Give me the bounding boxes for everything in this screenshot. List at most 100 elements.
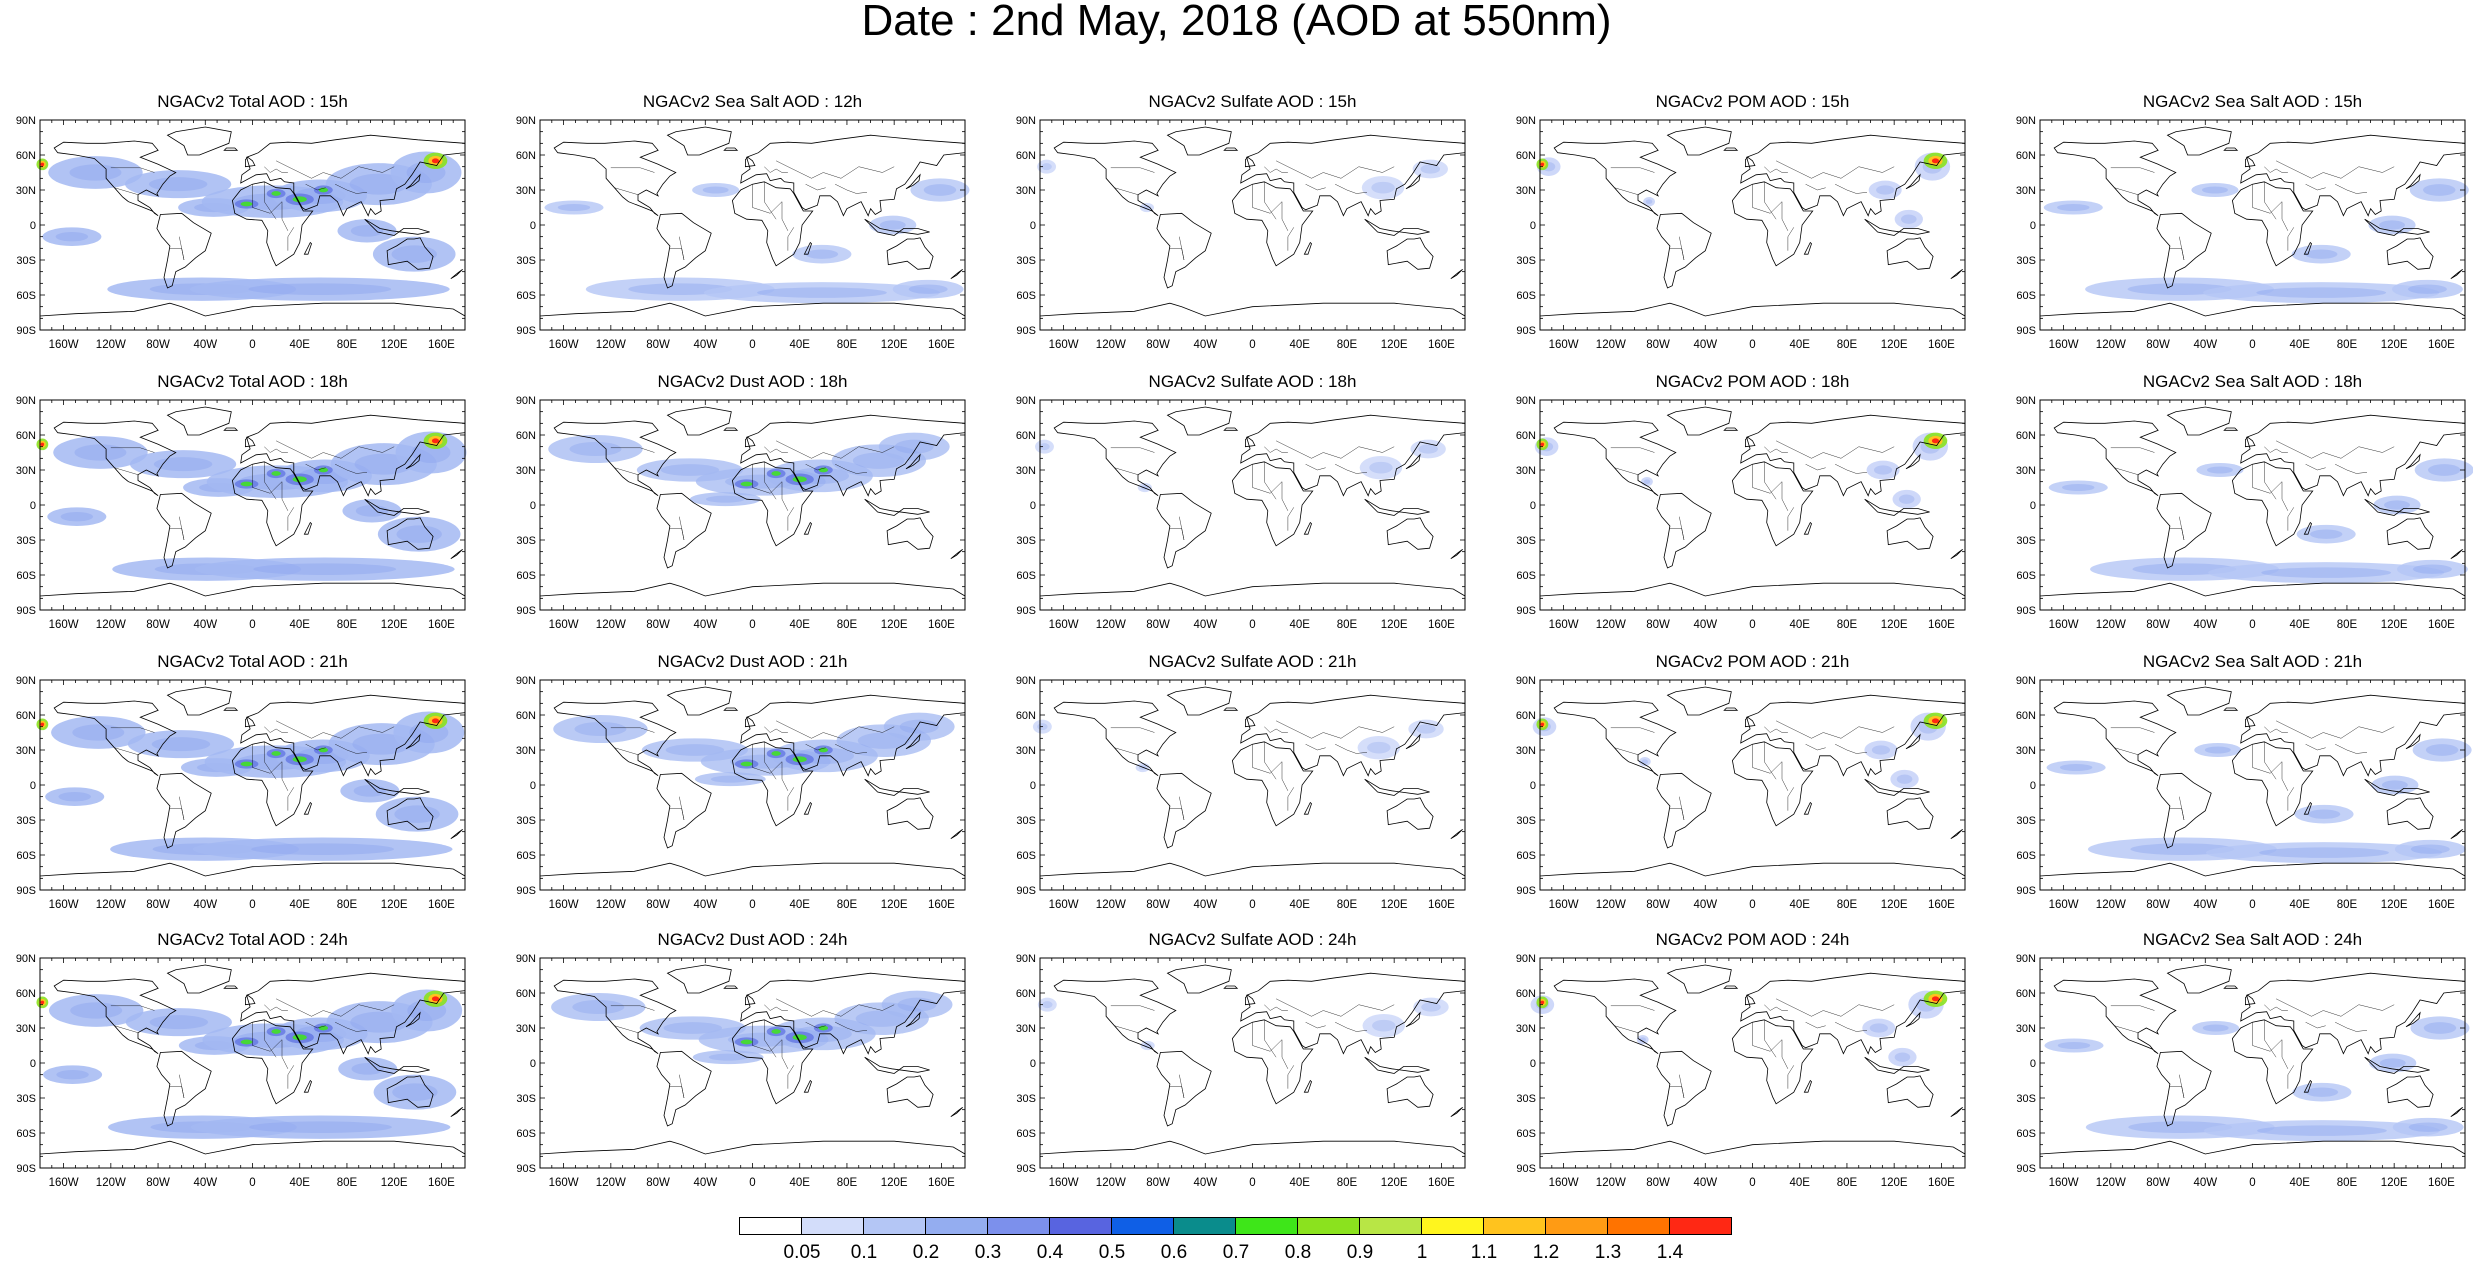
axis-ticks: [539, 957, 966, 1169]
lon-tick-label: 40W: [693, 1177, 717, 1189]
border-line: [305, 464, 326, 471]
australia-outline: [386, 517, 434, 550]
eurasia-outline: [240, 134, 466, 217]
aod-patch-max: [40, 162, 45, 167]
map-panel: NGACv2 Sea Salt AOD : 12h 90N 60N 30N 0 30S 60…: [516, 92, 970, 351]
border-line: [1835, 184, 1868, 194]
aod-patch: [892, 279, 964, 299]
border-line: [764, 446, 788, 453]
aod-haze-layer: [553, 712, 955, 787]
border-line: [276, 440, 395, 459]
lon-tick-label: 160E: [2428, 339, 2455, 351]
lat-tick-label: 30N: [1016, 465, 1036, 477]
world-map: 90N 60N 30N 0 30S 60S 90S 160W 120W 80W 40W 0 40E 80E…: [1016, 115, 1466, 351]
greenland-outline: [2166, 686, 2232, 716]
lat-tick-label: 30S: [2016, 815, 2036, 827]
madagascar-outline: [803, 801, 812, 815]
lon-tick-label: 120W: [96, 899, 126, 911]
aod-patch: [692, 1050, 764, 1065]
aod-patch-core: [1898, 494, 1915, 504]
border-line: [2335, 744, 2368, 754]
lat-tick-label: 60S: [1016, 1128, 1036, 1140]
panel-title: NGACv2 Sea Salt AOD : 24h: [2142, 930, 2363, 949]
aod-patch-peak: [792, 1034, 807, 1041]
lat-tick-label: 60S: [16, 1128, 36, 1140]
eurasia-outline: [1240, 414, 1466, 497]
aod-patch-core: [58, 792, 91, 802]
aod-patch-core: [1901, 214, 1917, 224]
new-zealand-outline: [1450, 268, 1463, 280]
lon-tick-label: 120W: [1596, 619, 1626, 631]
lon-tick-label: 160E: [928, 339, 955, 351]
lat-tick-label: 90N: [2016, 675, 2036, 687]
greenland-outline: [1166, 406, 1232, 436]
aod-patch: [1862, 1018, 1896, 1038]
border-line: [1764, 446, 1788, 453]
lon-tick-label: 160E: [1428, 619, 1455, 631]
aod-patch-core: [2410, 844, 2450, 854]
lon-tick-label: 160E: [928, 619, 955, 631]
border-line: [2287, 227, 2294, 251]
map-frame: [539, 399, 966, 611]
aod-patch-max: [40, 442, 45, 447]
border-line: [335, 464, 368, 474]
aod-haze-layer: [1037, 159, 1448, 213]
aod-patch: [2203, 282, 2440, 304]
world-map: 90N 60N 30N 0 30S 60S 90S 160W 120W 80W 40W 0 40E 80E…: [1516, 953, 1966, 1189]
lon-tick-label: 40E: [1789, 1177, 1810, 1189]
colorbar-swatch: [925, 1217, 988, 1235]
aod-patch-core: [572, 1000, 625, 1014]
lon-tick-label: 120E: [381, 619, 408, 631]
lat-tick-label: 60N: [16, 988, 36, 1000]
aod-patch-core: [574, 722, 627, 736]
lon-tick-label: 80W: [646, 339, 670, 351]
antarctica-edge-outline: [2039, 1140, 2466, 1155]
lon-tick-label: 0: [749, 619, 755, 631]
border-line: [835, 744, 868, 754]
australia-outline: [1886, 517, 1934, 550]
lon-tick-label: 80E: [1837, 619, 1858, 631]
africa-outline: [2231, 181, 2314, 267]
japan-outline: [2405, 733, 2421, 750]
lat-tick-label: 0: [1530, 1058, 1536, 1070]
uk-outline: [244, 994, 256, 1006]
antarctica-edge-outline: [39, 862, 466, 877]
lat-tick-label: 90S: [1016, 605, 1036, 617]
aod-patch: [125, 170, 232, 199]
north-america-outline: [1053, 978, 1177, 1055]
aod-patch-core: [2379, 1058, 2406, 1068]
lon-tick-label: 120E: [381, 1177, 408, 1189]
australia-outline: [1386, 797, 1434, 830]
aod-patch-core: [2057, 204, 2090, 211]
japan-outline: [1405, 1011, 1421, 1028]
aod-haze-layer: [1037, 997, 1449, 1051]
lat-tick-label: 90S: [1016, 325, 1036, 337]
aod-patch-peak: [292, 1034, 307, 1041]
border-line: [2335, 1022, 2368, 1032]
lat-tick-label: 30S: [16, 1093, 36, 1105]
border-line: [787, 787, 794, 811]
aod-patch: [340, 779, 400, 803]
border-line: [110, 447, 155, 453]
uk-outline: [744, 156, 756, 168]
uk-outline: [1244, 716, 1256, 728]
eurasia-outline: [2240, 972, 2466, 1055]
antarctica-edge-outline: [1539, 1140, 1966, 1155]
lon-tick-label: 40W: [193, 1177, 217, 1189]
australia-outline: [2386, 517, 2434, 550]
coastlines: [2039, 964, 2466, 1155]
indonesia-outline: [1864, 1056, 1930, 1074]
lat-tick-label: 0: [530, 500, 536, 512]
lon-tick-label: 80E: [1837, 899, 1858, 911]
africa-outline: [1731, 181, 1814, 267]
new-zealand-outline: [450, 268, 463, 280]
lon-tick-label: 120E: [881, 899, 908, 911]
lon-tick-label: 0: [1249, 1177, 1255, 1189]
aod-patch-core: [60, 512, 94, 522]
antarctica-edge-outline: [2039, 862, 2466, 877]
lon-tick-label: 160W: [2049, 339, 2079, 351]
greenland-outline: [2166, 964, 2232, 994]
lon-tick-label: 160E: [1928, 899, 1955, 911]
aod-patch: [2192, 1021, 2240, 1035]
japan-outline: [1905, 173, 1921, 190]
